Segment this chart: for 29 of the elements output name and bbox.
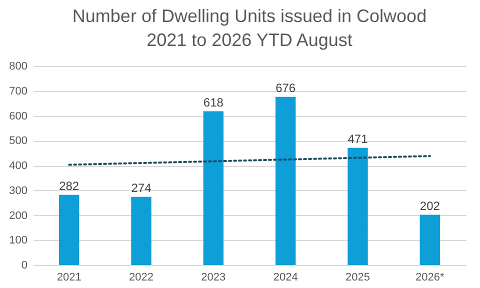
x-tick-label: 2021 [56, 272, 82, 284]
data-label: 618 [203, 95, 224, 110]
y-tick-label: 500 [9, 135, 28, 148]
y-tick-label: 400 [9, 160, 28, 172]
data-label: 202 [420, 198, 440, 213]
y-tick-label: 600 [9, 110, 28, 122]
bar [131, 196, 152, 265]
x-tick-label: 2026* [416, 272, 446, 284]
x-tick-label: 2025 [346, 272, 370, 284]
data-label: 676 [276, 80, 296, 95]
x-tick-label: 2022 [129, 272, 154, 284]
bar [275, 96, 296, 265]
data-label: 471 [348, 132, 368, 146]
y-tick-label: 100 [9, 234, 28, 247]
chart-title: Number of Dwelling Units issued in Colwood 2021 to 2026 YTD August [72, 6, 427, 50]
bar [203, 111, 224, 265]
data-label: 274 [131, 180, 152, 195]
bar [420, 214, 440, 265]
y-tick-label: 700 [9, 85, 28, 98]
x-tick-label: 2023 [201, 272, 226, 284]
data-label: 282 [59, 178, 80, 193]
y-tick-label: 0 [21, 260, 28, 272]
y-tick-label: 200 [9, 210, 28, 222]
bar [348, 148, 368, 265]
y-tick-label: 300 [9, 184, 28, 197]
line-series [68, 155, 431, 166]
bar [58, 194, 80, 265]
y-tick-label: 800 [9, 60, 28, 72]
x-tick-label: 2024 [273, 272, 298, 284]
